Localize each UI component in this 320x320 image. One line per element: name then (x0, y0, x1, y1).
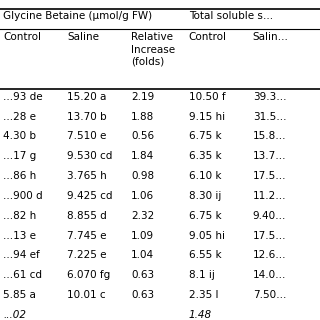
Text: 10.50 f: 10.50 f (189, 92, 225, 102)
Text: 1.06: 1.06 (131, 191, 154, 201)
Text: Glycine Betaine (μmol/g FW): Glycine Betaine (μmol/g FW) (3, 11, 152, 21)
Text: 14.0…: 14.0… (253, 270, 286, 280)
Text: 17.5…: 17.5… (253, 231, 286, 241)
Text: 39.3…: 39.3… (253, 92, 286, 102)
Text: ...61 cd: ...61 cd (3, 270, 42, 280)
Text: 15.20 a: 15.20 a (67, 92, 107, 102)
Text: 7.50…: 7.50… (253, 290, 286, 300)
Text: 1.88: 1.88 (131, 111, 155, 122)
Text: Total soluble s…: Total soluble s… (189, 11, 273, 21)
Text: Salin…: Salin… (253, 32, 289, 42)
Text: ...86 h: ...86 h (3, 171, 36, 181)
Text: 9.05 hi: 9.05 hi (189, 231, 225, 241)
Text: 2.19: 2.19 (131, 92, 155, 102)
Text: 13.7…: 13.7… (253, 151, 286, 161)
Text: 0.63: 0.63 (131, 290, 154, 300)
Text: 17.5…: 17.5… (253, 171, 286, 181)
Text: 10.01 c: 10.01 c (67, 290, 106, 300)
Text: Control: Control (189, 32, 227, 42)
Text: 9.530 cd: 9.530 cd (67, 151, 113, 161)
Text: ...28 e: ...28 e (3, 111, 36, 122)
Text: ...900 d: ...900 d (3, 191, 43, 201)
Text: 7.510 e: 7.510 e (67, 131, 107, 141)
Text: 6.10 k: 6.10 k (189, 171, 221, 181)
Text: ...17 g: ...17 g (3, 151, 36, 161)
Text: 0.63: 0.63 (131, 270, 154, 280)
Text: 8.855 d: 8.855 d (67, 211, 107, 221)
Text: ...93 de: ...93 de (3, 92, 43, 102)
Text: 7.225 e: 7.225 e (67, 251, 107, 260)
Text: 7.745 e: 7.745 e (67, 231, 107, 241)
Text: 5.85 a: 5.85 a (3, 290, 36, 300)
Text: Relative
Increase
(folds): Relative Increase (folds) (131, 32, 175, 67)
Text: 6.75 k: 6.75 k (189, 131, 221, 141)
Text: 13.70 b: 13.70 b (67, 111, 107, 122)
Text: ...82 h: ...82 h (3, 211, 36, 221)
Text: 6.55 k: 6.55 k (189, 251, 221, 260)
Text: 6.35 k: 6.35 k (189, 151, 221, 161)
Text: 9.15 hi: 9.15 hi (189, 111, 225, 122)
Text: 2.35 l: 2.35 l (189, 290, 218, 300)
Text: 0.98: 0.98 (131, 171, 154, 181)
Text: 1.04: 1.04 (131, 251, 154, 260)
Text: 6.75 k: 6.75 k (189, 211, 221, 221)
Text: Control: Control (3, 32, 41, 42)
Text: 8.30 ij: 8.30 ij (189, 191, 221, 201)
Text: 3.765 h: 3.765 h (67, 171, 107, 181)
Text: ...94 ef: ...94 ef (3, 251, 40, 260)
Text: ...13 e: ...13 e (3, 231, 36, 241)
Text: 9.40…: 9.40… (253, 211, 286, 221)
Text: 4.30 b: 4.30 b (3, 131, 36, 141)
Text: ...02: ...02 (3, 310, 26, 320)
Text: 31.5…: 31.5… (253, 111, 286, 122)
Text: 8.1 ij: 8.1 ij (189, 270, 215, 280)
Text: 1.09: 1.09 (131, 231, 154, 241)
Text: 6.070 fg: 6.070 fg (67, 270, 110, 280)
Text: 1.48: 1.48 (189, 310, 212, 320)
Text: 1.84: 1.84 (131, 151, 155, 161)
Text: 12.6…: 12.6… (253, 251, 286, 260)
Text: 0.56: 0.56 (131, 131, 154, 141)
Text: 9.425 cd: 9.425 cd (67, 191, 113, 201)
Text: 15.8…: 15.8… (253, 131, 286, 141)
Text: 11.2…: 11.2… (253, 191, 286, 201)
Text: Saline: Saline (67, 32, 99, 42)
Text: 2.32: 2.32 (131, 211, 155, 221)
